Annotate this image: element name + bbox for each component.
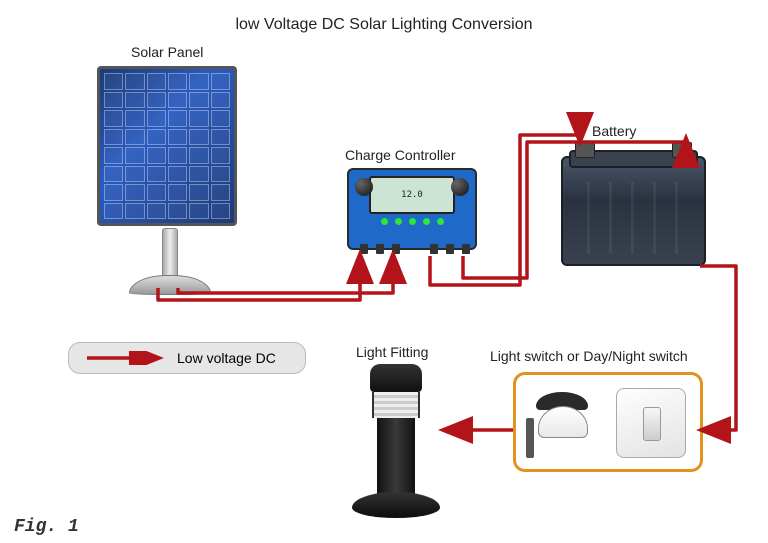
legend-arrow-icon <box>85 351 165 365</box>
wire-panel_to_ctrl_b <box>178 256 393 293</box>
battery-post-left <box>575 142 595 158</box>
light-fitting-label: Light Fitting <box>356 344 428 360</box>
light-lens <box>372 392 420 418</box>
page-title: low Voltage DC Solar Lighting Conversion <box>235 16 532 34</box>
wall-switch <box>616 388 686 458</box>
figure-caption: Fig. 1 <box>14 517 79 537</box>
solar-panel-label: Solar Panel <box>131 44 203 60</box>
legend-box: Low voltage DC <box>68 342 306 374</box>
solar-panel <box>97 66 237 226</box>
battery-post-right <box>672 142 692 158</box>
photo-sensor-bracket <box>526 418 534 458</box>
battery-label: Battery <box>592 123 636 139</box>
light-fitting <box>352 364 440 518</box>
solar-panel-pole <box>162 228 178 280</box>
controller-knob-left <box>355 178 373 196</box>
controller-leds <box>353 218 471 225</box>
switch-group-label: Light switch or Day/Night switch <box>490 348 688 364</box>
charge-controller-label: Charge Controller <box>345 147 456 163</box>
wire-batt_to_switch <box>700 266 736 430</box>
light-head <box>370 364 422 392</box>
battery <box>561 156 706 266</box>
controller-knob-right <box>451 178 469 196</box>
solar-panel-base <box>129 275 211 295</box>
controller-lcd: 12.0 <box>369 176 456 214</box>
legend-text: Low voltage DC <box>177 350 276 366</box>
light-base <box>352 492 440 518</box>
light-body <box>377 418 415 496</box>
charge-controller: 12.0 <box>347 168 477 250</box>
